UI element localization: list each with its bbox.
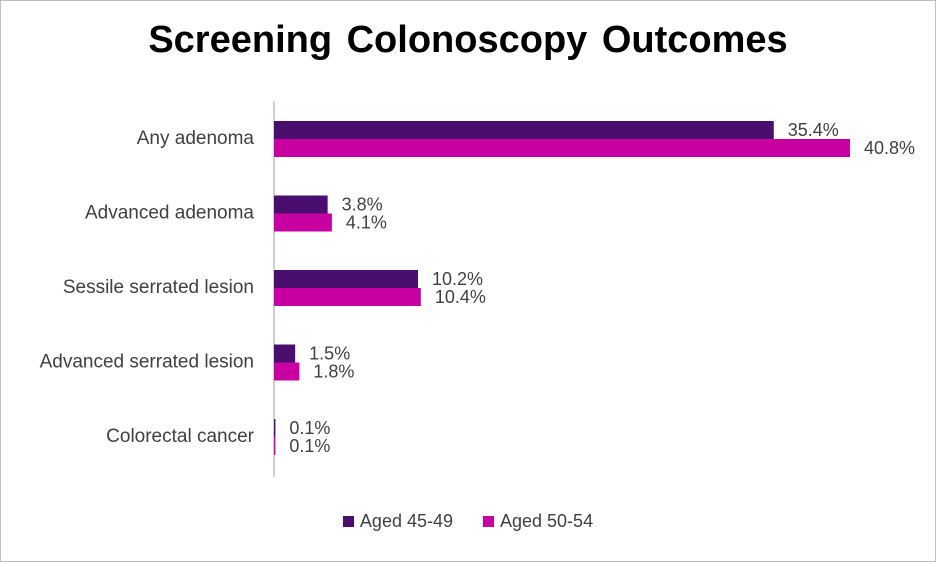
legend-swatch-series-2 [483,516,494,527]
legend-item-series-1: Aged 45-49 [342,511,453,532]
bar-series-1 [274,270,418,288]
data-label-series-2: 40.8% [864,138,915,158]
bar-series-2 [274,213,332,232]
data-label-series-1: 0.1% [289,418,330,438]
bar-series-1 [274,121,774,139]
legend-item-series-2: Aged 50-54 [483,511,593,532]
legend: Aged 45-49 Aged 50-54 [1,511,935,532]
data-label-series-1: 35.4% [788,120,839,140]
bar-series-2 [274,362,300,381]
category-tick-label: Any adenoma [137,128,255,149]
legend-label-series-2: Aged 50-54 [500,511,594,531]
chart-title: Screening Colonoscopy Outcomes [148,19,788,61]
bar-series-1 [274,419,276,437]
data-label-series-1: 1.5% [309,344,350,364]
category-tick-label: Colorectal cancer [106,426,255,447]
data-label-series-1: 10.2% [432,269,483,289]
bar-series-1 [274,344,296,363]
category-tick-label: Advanced adenoma [85,203,254,224]
category-tick-label: Sessile serrated lesion [63,277,254,298]
legend-label-series-1: Aged 45-49 [359,511,453,531]
bar-series-2 [274,288,421,306]
bar-series-1 [274,195,328,214]
bar-series-2 [274,437,276,455]
data-label-series-2: 4.1% [346,213,387,233]
bar-series-2 [274,139,850,157]
data-label-series-2: 0.1% [289,436,330,456]
data-label-series-1: 3.8% [342,195,383,215]
data-label-series-2: 10.4% [435,287,486,307]
legend-swatch-series-1 [342,516,354,527]
data-label-series-2: 1.8% [313,362,354,382]
category-tick-label: Advanced serrated lesion [40,352,254,373]
